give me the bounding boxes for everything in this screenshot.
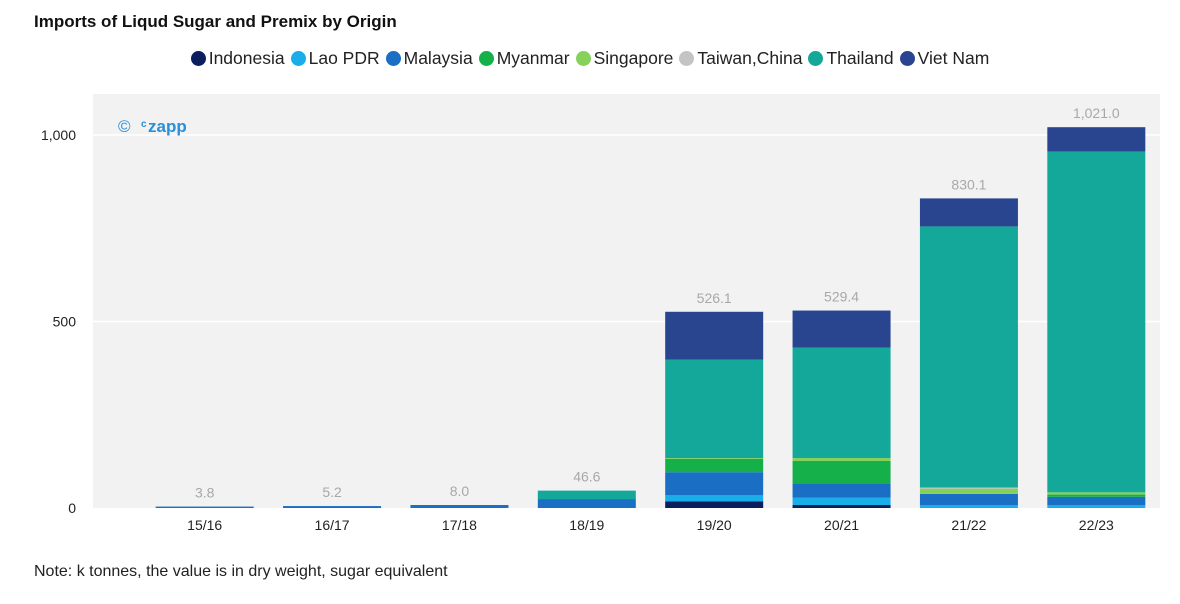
brand-name: zapp	[148, 117, 187, 136]
x-tick-label: 18/19	[569, 517, 604, 533]
legend-item-singapore[interactable]: Singapore	[575, 48, 674, 69]
legend-swatch	[478, 51, 494, 66]
bar-segment-lao-pdr[interactable]	[1047, 505, 1146, 508]
x-tick-label: 16/17	[315, 517, 350, 533]
bar-total-label: 3.8	[195, 485, 215, 501]
legend-item-myanmar[interactable]: Myanmar	[478, 48, 570, 69]
chart-plot: 0 500 1,000 © c zapp 3.8 15/16 5.2 16/17 8.0 17/18 4…	[41, 94, 1160, 533]
bar-segment-thailand[interactable]	[665, 359, 764, 459]
legend-swatch	[385, 51, 401, 66]
legend-label: Indonesia	[208, 48, 285, 68]
legend-swatch	[808, 51, 824, 66]
bar-stack-22-23[interactable]	[1047, 127, 1146, 508]
legend-swatch	[190, 51, 206, 66]
legend-label: Thailand	[826, 48, 894, 68]
bar-segment-malaysia[interactable]	[410, 505, 509, 508]
bar-total-label: 526.1	[697, 290, 732, 306]
legend-item-thailand[interactable]: Thailand	[808, 48, 894, 69]
legend-item-viet-nam[interactable]: Viet Nam	[899, 48, 990, 69]
copyright-icon: ©	[118, 117, 131, 136]
legend-label: Viet Nam	[917, 48, 990, 68]
y-tick-label: 1,000	[41, 127, 76, 143]
x-tick-label: 15/16	[187, 517, 222, 533]
x-tick-label: 19/20	[697, 517, 732, 533]
bar-segment-myanmar[interactable]	[1047, 494, 1146, 497]
czapp-watermark: © c zapp	[118, 117, 187, 136]
bar-segment-indonesia[interactable]	[792, 505, 891, 508]
y-tick-label: 500	[53, 314, 77, 330]
legend-swatch	[679, 51, 695, 66]
legend: Indonesia Lao PDR Malaysia Myanmar Singapore…	[0, 48, 1180, 69]
bar-total-label: 1,021.0	[1073, 105, 1120, 121]
bar-stack-17-18[interactable]	[410, 505, 509, 508]
bar-segment-taiwan-china[interactable]	[919, 487, 1018, 489]
bar-stack-21-22[interactable]	[919, 198, 1018, 508]
bar-stack-15-16[interactable]	[155, 506, 254, 508]
bar-total-label: 5.2	[322, 484, 342, 500]
bar-segment-malaysia[interactable]	[919, 493, 1018, 506]
legend-item-indonesia[interactable]: Indonesia	[190, 48, 285, 69]
bar-segment-thailand[interactable]	[792, 347, 891, 459]
brand-prefix: c	[141, 119, 147, 130]
bar-segment-singapore[interactable]	[792, 458, 891, 462]
legend-item-lao-pdr[interactable]: Lao PDR	[290, 48, 380, 69]
legend-item-malaysia[interactable]: Malaysia	[385, 48, 473, 69]
bar-total-label: 830.1	[951, 176, 986, 192]
bar-segment-myanmar[interactable]	[792, 461, 891, 484]
bar-segment-malaysia[interactable]	[1047, 496, 1146, 506]
bar-segment-singapore[interactable]	[919, 488, 1018, 494]
legend-label: Taiwan,China	[697, 48, 803, 68]
x-tick-label: 20/21	[824, 517, 859, 533]
bar-segment-lao-pdr[interactable]	[665, 495, 764, 502]
bar-stack-16-17[interactable]	[283, 506, 382, 508]
bar-stack-18-19[interactable]	[537, 490, 636, 508]
bar-total-label: 529.4	[824, 289, 859, 305]
bar-segment-malaysia[interactable]	[537, 499, 636, 508]
legend-label: Lao PDR	[308, 48, 380, 68]
bar-total-label: 8.0	[450, 483, 470, 499]
x-tick-label: 22/23	[1079, 517, 1114, 533]
bar-segment-singapore[interactable]	[665, 458, 764, 459]
legend-swatch	[899, 51, 915, 66]
legend-swatch	[575, 51, 591, 66]
bar-segment-malaysia[interactable]	[665, 472, 764, 496]
x-tick-label: 21/22	[951, 517, 986, 533]
chart-note: Note: k tonnes, the value is in dry weig…	[34, 563, 448, 580]
x-tick-label: 17/18	[442, 517, 477, 533]
bar-segment-lao-pdr[interactable]	[792, 497, 891, 506]
bar-segment-thailand[interactable]	[1047, 151, 1146, 493]
bar-segment-thailand[interactable]	[537, 490, 636, 500]
bar-segment-malaysia[interactable]	[283, 506, 382, 508]
bar-stack-19-20[interactable]	[665, 311, 764, 508]
bar-segment-myanmar[interactable]	[665, 458, 764, 473]
bar-segment-viet-nam[interactable]	[919, 198, 1018, 227]
bar-segment-lao-pdr[interactable]	[919, 505, 1018, 508]
legend-label: Singapore	[593, 48, 674, 68]
bar-segment-indonesia[interactable]	[665, 501, 764, 508]
legend-label: Myanmar	[496, 48, 570, 68]
bar-segment-malaysia[interactable]	[155, 506, 254, 508]
legend-item-taiwan-china[interactable]: Taiwan,China	[679, 48, 802, 69]
legend-label: Malaysia	[403, 48, 473, 68]
bar-total-label: 46.6	[573, 469, 600, 485]
legend-swatch	[290, 51, 306, 66]
bar-stack-20-21[interactable]	[792, 310, 891, 508]
bar-segment-malaysia[interactable]	[792, 483, 891, 498]
bar-segment-viet-nam[interactable]	[665, 311, 764, 360]
bar-segment-viet-nam[interactable]	[1047, 127, 1146, 152]
bar-segment-viet-nam[interactable]	[792, 310, 891, 348]
chart-title: Imports of Liqud Sugar and Premix by Ori…	[34, 12, 397, 31]
bar-segment-singapore[interactable]	[1047, 492, 1146, 495]
bar-segment-thailand[interactable]	[919, 226, 1018, 488]
y-tick-label: 0	[68, 500, 76, 516]
